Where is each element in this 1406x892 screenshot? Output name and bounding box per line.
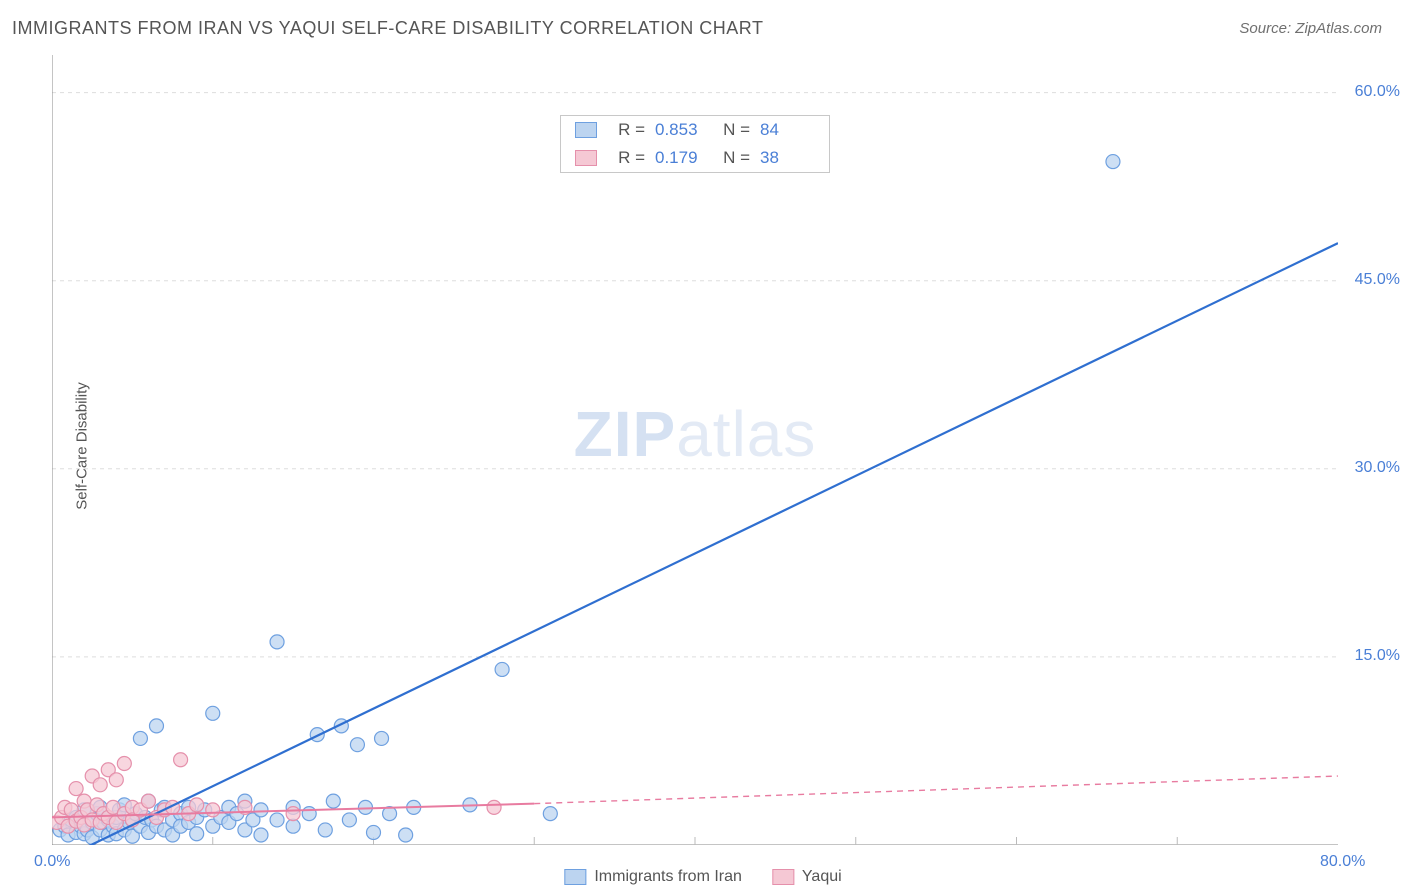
legend-swatch <box>575 150 597 166</box>
n-label: N = <box>720 120 750 140</box>
r-value: 0.179 <box>655 148 710 168</box>
y-tick-label: 15.0% <box>1355 647 1400 665</box>
n-value: 84 <box>760 120 815 140</box>
r-value: 0.853 <box>655 120 710 140</box>
legend-swatch <box>564 869 586 885</box>
correlation-legend: R = 0.853 N = 84 R = 0.179 N = 38 <box>560 115 830 173</box>
correlation-legend-row: R = 0.853 N = 84 <box>561 116 829 144</box>
legend-item: Immigrants from Iran <box>564 868 742 886</box>
series-legend: Immigrants from Iran Yaqui <box>564 868 841 886</box>
y-tick-label: 30.0% <box>1355 459 1400 477</box>
n-label: N = <box>720 148 750 168</box>
legend-item: Yaqui <box>772 868 842 886</box>
y-tick-label: 45.0% <box>1355 271 1400 289</box>
r-label: R = <box>615 120 645 140</box>
x-tick-label: 80.0% <box>1320 853 1365 871</box>
r-label: R = <box>615 148 645 168</box>
source-link[interactable]: ZipAtlas.com <box>1295 20 1382 37</box>
scatter-plot <box>52 55 1338 845</box>
legend-label: Yaqui <box>802 868 842 885</box>
source-prefix: Source: <box>1239 20 1295 37</box>
legend-swatch <box>772 869 794 885</box>
n-value: 38 <box>760 148 815 168</box>
plot-area: ZIPatlas 15.0%30.0%45.0%60.0% 0.0%80.0% … <box>52 55 1338 845</box>
legend-swatch <box>575 122 597 138</box>
correlation-legend-row: R = 0.179 N = 38 <box>561 144 829 172</box>
x-tick-label: 0.0% <box>34 853 70 871</box>
y-tick-label: 60.0% <box>1355 83 1400 101</box>
chart-container: IMMIGRANTS FROM IRAN VS YAQUI SELF-CARE … <box>0 0 1406 892</box>
source-attribution: Source: ZipAtlas.com <box>1239 20 1382 37</box>
legend-label: Immigrants from Iran <box>594 868 742 885</box>
chart-title: IMMIGRANTS FROM IRAN VS YAQUI SELF-CARE … <box>12 18 763 39</box>
